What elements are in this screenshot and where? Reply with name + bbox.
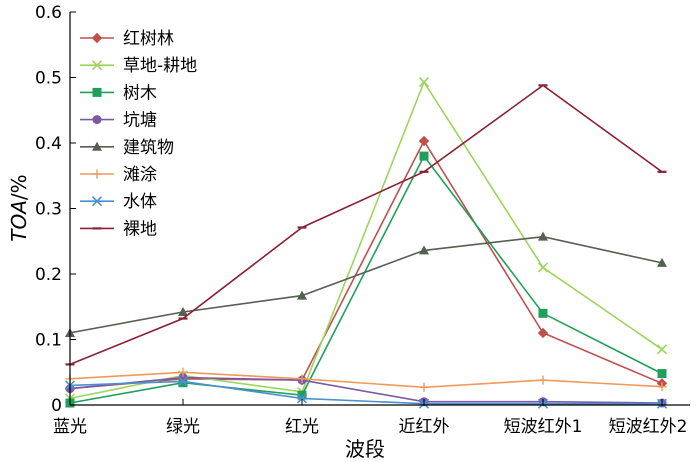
data-point xyxy=(538,308,548,318)
legend-label: 树木 xyxy=(123,83,157,103)
legend-item: 草地-耕地 xyxy=(80,56,197,76)
series-line xyxy=(69,371,663,389)
data-point xyxy=(418,77,430,88)
y-tick-label: 0.5 xyxy=(35,69,62,89)
x-tick-label: 红光 xyxy=(285,417,319,437)
x-tick-label: 短波红外2 xyxy=(609,417,688,437)
legend-label: 草地-耕地 xyxy=(123,56,197,76)
series-line xyxy=(69,84,663,366)
y-axis-title-unit: /% xyxy=(7,174,31,200)
y-tick-label: 0 xyxy=(51,396,62,416)
x-ticks: 蓝光 绿光 红光 近红外 短波红外1 短波红外2 xyxy=(53,399,687,437)
data-point xyxy=(537,262,549,273)
series-line xyxy=(69,376,663,404)
data-point xyxy=(177,376,189,387)
legend-label: 红树林 xyxy=(123,29,174,49)
data-point xyxy=(657,257,667,267)
data-point xyxy=(297,374,307,384)
legend-marker xyxy=(91,196,103,207)
x-tick-label: 绿光 xyxy=(166,417,200,437)
legend-label: 裸地 xyxy=(123,219,157,239)
data-point xyxy=(178,367,188,377)
series-3 xyxy=(65,151,667,408)
data-point xyxy=(297,290,307,300)
x-tick-label: 蓝光 xyxy=(53,417,87,437)
series-line xyxy=(69,139,663,390)
legend-item: 水体 xyxy=(80,192,157,212)
legend-item: 红树林 xyxy=(80,29,174,49)
data-point xyxy=(657,369,667,379)
series-5 xyxy=(65,231,667,337)
data-point xyxy=(419,245,429,255)
legend-item: 树木 xyxy=(80,83,157,103)
series-line xyxy=(69,154,663,404)
legend-marker xyxy=(92,115,102,125)
series-line xyxy=(69,380,662,405)
x-tick-label: 短波红外1 xyxy=(504,417,583,437)
series-8 xyxy=(65,84,667,366)
data-point xyxy=(178,378,188,388)
data-point xyxy=(537,327,549,339)
legend-label: 坑塘 xyxy=(123,111,157,131)
data-point xyxy=(419,382,429,392)
y-tick-label: 0.4 xyxy=(35,134,62,154)
legend-label: 建筑物 xyxy=(123,138,174,158)
y-tick-label: 0.1 xyxy=(35,331,62,351)
legend-marker xyxy=(91,32,103,44)
legend-marker xyxy=(92,87,102,97)
legend-item: 建筑物 xyxy=(80,138,174,158)
data-point xyxy=(297,390,307,400)
series-4 xyxy=(65,372,667,408)
legend-label: 滩涂 xyxy=(123,165,157,185)
legend-item: 裸地 xyxy=(80,219,157,239)
data-point xyxy=(538,375,548,385)
y-tick-label: 0.2 xyxy=(35,265,62,285)
data-point xyxy=(656,344,668,355)
series-line xyxy=(69,235,663,334)
legend-marker xyxy=(92,169,102,179)
data-point xyxy=(657,382,667,392)
plot-area xyxy=(64,77,668,409)
y-tick-label: 0.3 xyxy=(35,200,62,220)
y-ticks: 0 0.1 0.2 0.3 0.4 0.5 0.6 xyxy=(35,3,76,416)
data-point xyxy=(178,306,188,316)
legend-label: 水体 xyxy=(123,192,157,212)
legend-item: 滩涂 xyxy=(80,165,157,185)
data-point xyxy=(419,151,429,161)
data-point xyxy=(538,231,548,241)
data-point xyxy=(418,135,430,147)
y-axis-title-italic: TOA xyxy=(7,200,31,242)
x-tick-label: 近红外 xyxy=(399,417,450,437)
y-axis-title: TOA/% xyxy=(7,174,31,241)
series-6 xyxy=(65,367,667,392)
legend-marker xyxy=(91,60,103,71)
legend-item: 坑塘 xyxy=(80,111,157,131)
y-tick-label: 0.6 xyxy=(35,3,62,23)
data-point xyxy=(296,393,308,404)
x-axis-title: 波段 xyxy=(345,437,385,461)
series-line xyxy=(69,80,663,400)
legend-marker xyxy=(92,141,102,151)
